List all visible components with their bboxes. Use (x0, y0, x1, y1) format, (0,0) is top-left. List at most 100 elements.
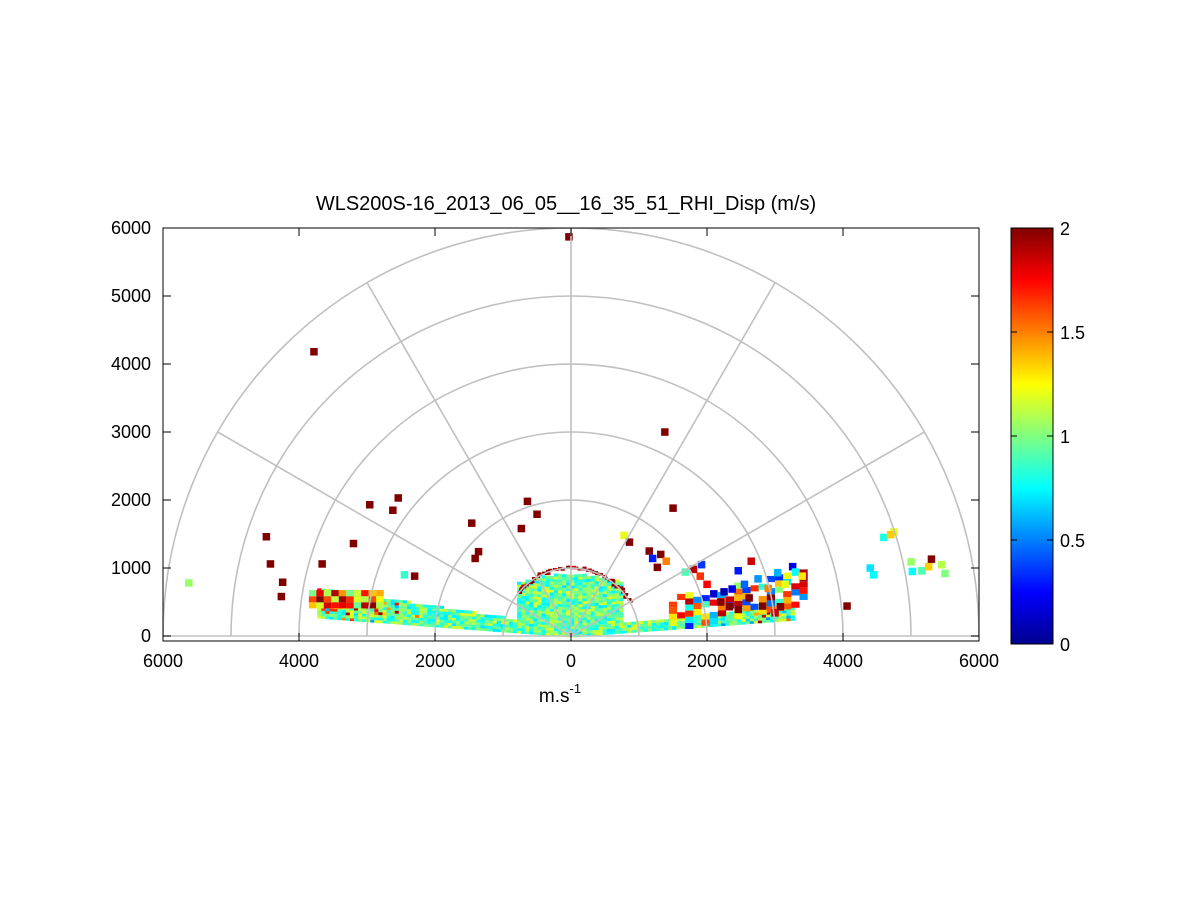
dispersion-cell (439, 613, 444, 617)
dispersion-cell (549, 616, 555, 620)
dispersion-cell (349, 612, 355, 616)
dispersion-cell (574, 596, 579, 599)
dispersion-cell (537, 618, 542, 622)
dispersion-cell (786, 615, 791, 619)
dispersion-cell (570, 585, 575, 589)
dispersion-cell (431, 618, 436, 622)
dispersion-cell (537, 624, 542, 627)
dispersion-cell (676, 626, 681, 630)
dispersion-cell (602, 607, 608, 611)
dispersion-cell (655, 625, 661, 629)
dispersion-cell (582, 619, 587, 623)
dispersion-cell (757, 614, 763, 618)
dispersion-cell (598, 588, 604, 592)
dispersion-cell (541, 608, 546, 611)
dispersion-cell (525, 623, 530, 627)
dispersion-cell (427, 615, 432, 619)
dispersion-cell (611, 628, 616, 632)
dispersion-cell (611, 615, 616, 618)
dispersion-cell (317, 612, 322, 616)
dispersion-cell (185, 579, 193, 587)
dispersion-cell (492, 626, 498, 630)
dispersion-cell (582, 595, 587, 599)
dispersion-cell (353, 610, 359, 614)
dispersion-cell (578, 631, 583, 635)
dispersion-cell (411, 606, 416, 610)
dispersion-cell (529, 607, 534, 611)
dispersion-cell (742, 599, 751, 606)
dispersion-cell (541, 583, 546, 587)
dispersion-cell (358, 618, 363, 622)
dispersion-cell (557, 579, 563, 583)
dispersion-cell (570, 580, 575, 583)
dispersion-cell (578, 601, 583, 605)
dispersion-cell (619, 603, 624, 607)
dispersion-cell (619, 617, 624, 621)
dispersion-cell (574, 612, 579, 616)
dispersion-cell (709, 618, 718, 625)
dispersion-cell (553, 627, 559, 631)
dispersion-cell (562, 595, 567, 599)
dispersion-cell (790, 615, 795, 619)
dispersion-cell (758, 608, 767, 615)
dispersion-cell (423, 607, 428, 611)
dispersion-cell (368, 590, 377, 597)
dispersion-cell (753, 609, 759, 613)
dispersion-cell (468, 627, 473, 630)
dispersion-cell (468, 618, 473, 622)
dispersion-cell (594, 627, 600, 631)
dispersion-cell (598, 624, 604, 628)
dispersion-cell (476, 616, 481, 620)
dispersion-cell (423, 604, 428, 608)
dispersion-cell (382, 606, 387, 610)
dispersion-cell (431, 616, 436, 619)
dispersion-cell (402, 619, 408, 623)
dispersion-cell (374, 614, 379, 618)
dispersion-cell (733, 622, 738, 626)
dispersion-cell (749, 610, 755, 614)
dispersion-cell (886, 530, 895, 539)
dispersion-cell (590, 600, 595, 604)
dispersion-cell (574, 615, 579, 619)
dispersion-cell (415, 623, 420, 626)
dispersion-cell (537, 583, 542, 587)
dispersion-cell (427, 623, 432, 627)
dispersion-cell (598, 596, 604, 600)
dispersion-cell (333, 614, 338, 618)
dispersion-cell (615, 622, 620, 626)
dispersion-cell (415, 612, 420, 616)
dispersion-cell (745, 621, 750, 625)
dispersion-cell (541, 627, 546, 630)
dispersion-cell (423, 610, 428, 613)
dispersion-cell (631, 624, 636, 628)
dispersion-cell (517, 524, 526, 533)
dispersion-cell (549, 595, 555, 598)
dispersion-cell (553, 617, 559, 621)
dispersion-cell (557, 606, 563, 610)
dispersion-cell (742, 587, 751, 594)
dispersion-cell (349, 539, 358, 548)
dispersion-cell (533, 591, 538, 595)
dispersion-cell (517, 625, 522, 629)
dispersion-cell (716, 598, 725, 606)
dispersion-cell (545, 608, 551, 612)
dispersion-cell (545, 578, 551, 582)
dispersion-cell (657, 550, 665, 559)
dispersion-cell (545, 597, 551, 601)
dispersion-cell (374, 619, 379, 623)
dispersion-cell (775, 574, 784, 581)
dispersion-cell (586, 616, 591, 620)
dispersion-cell (484, 622, 489, 626)
dispersion-cell (517, 606, 522, 610)
dispersion-cell (541, 599, 546, 603)
dispersion-cell (664, 619, 669, 623)
dispersion-cell (620, 531, 628, 540)
dispersion-cell (537, 577, 542, 581)
dispersion-cell (557, 573, 563, 577)
dispersion-cell (529, 590, 534, 594)
dispersion-cell (321, 613, 326, 617)
dispersion-cell (545, 630, 551, 634)
dispersion-cell (517, 603, 522, 607)
dispersion-cell (611, 580, 616, 583)
dispersion-cell (594, 616, 600, 620)
